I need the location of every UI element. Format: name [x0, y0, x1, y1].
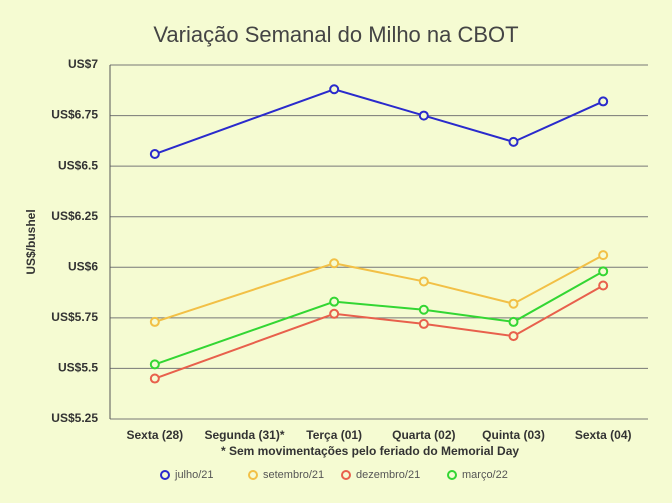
data-point	[329, 308, 340, 319]
data-point	[418, 304, 429, 315]
data-point	[418, 110, 429, 121]
y-tick-label: US$6.5	[58, 158, 98, 172]
y-tick-label: US$6	[68, 259, 98, 273]
y-tick-label: US$5.25	[51, 411, 98, 425]
y-tick-label: US$5.5	[58, 361, 98, 375]
data-point	[418, 276, 429, 287]
data-point	[598, 250, 609, 261]
data-point	[508, 316, 519, 327]
x-tick-label: Sexta (28)	[126, 428, 183, 442]
series-line	[154, 88, 604, 155]
data-point	[508, 298, 519, 309]
data-point	[598, 96, 609, 107]
data-point	[149, 359, 160, 370]
x-tick-label: Terça (01)	[306, 428, 362, 442]
data-point	[329, 296, 340, 307]
x-tick-label: Quinta (03)	[482, 428, 545, 442]
legend-label: julho/21	[174, 469, 214, 481]
chart-title: Variação Semanal do Milho na CBOT	[153, 22, 518, 47]
x-tick-label: Quarta (02)	[392, 428, 455, 442]
data-point	[149, 149, 160, 160]
x-axis-label: * Sem movimentações pelo feriado do Memo…	[221, 444, 519, 458]
x-tick-label: Segunda (31)*	[204, 428, 284, 442]
data-point	[418, 318, 429, 329]
data-point	[149, 316, 160, 327]
legend-marker	[160, 470, 170, 480]
y-tick-label: US$7	[68, 57, 98, 71]
legend-label: setembro/21	[263, 469, 324, 481]
x-tick-label: Sexta (04)	[575, 428, 632, 442]
legend-label: março/22	[462, 469, 508, 481]
series-line	[154, 254, 604, 323]
data-point	[508, 331, 519, 342]
data-point	[508, 136, 519, 147]
legend-label: dezembro/21	[356, 469, 420, 481]
legend-marker	[248, 470, 258, 480]
y-tick-label: US$6.75	[51, 108, 98, 122]
data-point	[329, 84, 340, 95]
legend-marker	[341, 470, 351, 480]
y-tick-label: US$5.75	[51, 310, 98, 324]
legend-marker	[447, 470, 457, 480]
data-point	[598, 266, 609, 277]
y-tick-label: US$6.25	[51, 209, 98, 223]
data-point	[329, 258, 340, 269]
data-point	[598, 280, 609, 291]
data-point	[149, 373, 160, 384]
y-axis-label: US$/bushel	[24, 209, 38, 274]
